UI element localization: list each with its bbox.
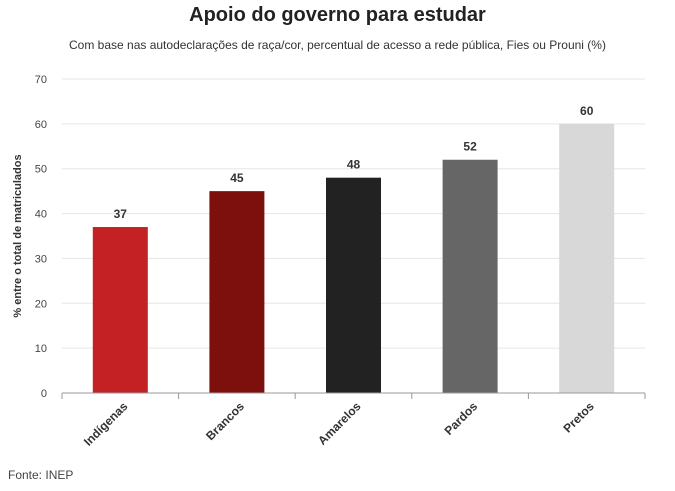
y-tick-label: 0	[41, 388, 47, 400]
bar	[92, 227, 148, 393]
bar	[559, 123, 615, 393]
y-tick-label: 50	[35, 164, 47, 176]
x-tick-label: Pardos	[442, 399, 481, 438]
y-tick-label: 10	[35, 343, 47, 355]
bars	[92, 123, 615, 393]
data-label: 60	[580, 104, 594, 118]
category-labels: Indígenas Brancos Amarelos Pardos Pretos	[81, 399, 597, 449]
data-labels: 37 45 48 52 60	[114, 104, 594, 221]
data-label: 37	[114, 207, 128, 221]
bar	[209, 191, 265, 393]
y-tick-label: 70	[35, 74, 47, 86]
y-axis-ticks: 0 10 20 30 40 50 60 70	[35, 74, 47, 400]
chart-title: Apoio do governo para estudar	[189, 4, 486, 26]
chart-subtitle: Com base nas autodeclarações de raça/cor…	[69, 38, 606, 52]
data-label: 52	[463, 140, 477, 154]
bar	[326, 177, 381, 393]
y-axis-label: % entre o total de matriculados	[12, 154, 24, 317]
x-tick-label: Pretos	[561, 399, 598, 436]
x-tick-label: Brancos	[203, 399, 247, 443]
x-axis	[61, 392, 646, 399]
bar	[442, 159, 498, 393]
gridlines	[62, 78, 645, 349]
y-tick-label: 60	[35, 119, 47, 131]
x-tick-label: Amarelos	[315, 399, 364, 448]
source-note: Fonte: INEP	[8, 468, 74, 482]
data-label: 45	[230, 171, 244, 185]
y-tick-label: 20	[35, 298, 47, 310]
y-tick-label: 30	[35, 253, 47, 265]
data-label: 48	[347, 158, 361, 172]
y-tick-label: 40	[35, 209, 47, 221]
x-tick-label: Indígenas	[81, 399, 131, 449]
